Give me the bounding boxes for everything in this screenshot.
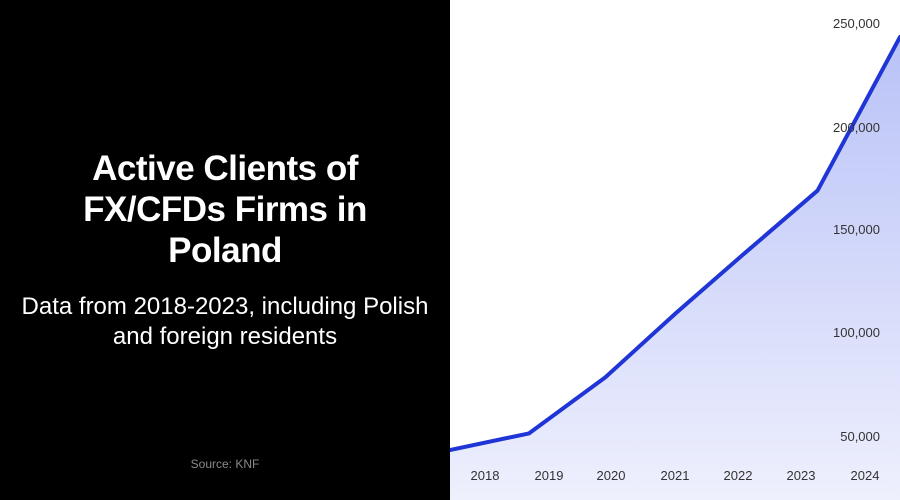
x-tick-label: 2020 bbox=[597, 468, 626, 483]
x-tick-label: 2021 bbox=[661, 468, 690, 483]
title-panel: Active Clients of FX/CFDs Firms in Polan… bbox=[0, 0, 450, 500]
y-tick-label: 150,000 bbox=[833, 222, 880, 237]
area-chart: 50,000 100,000 150,000 200,000 250,000 2018 20… bbox=[450, 16, 900, 500]
x-tick-label: 2018 bbox=[471, 468, 500, 483]
x-tick-label: 2024 bbox=[851, 468, 880, 483]
series-area bbox=[450, 37, 900, 500]
y-tick-label: 200,000 bbox=[833, 120, 880, 135]
y-tick-label: 100,000 bbox=[833, 325, 880, 340]
y-tick-label: 50,000 bbox=[840, 429, 880, 444]
series-line bbox=[450, 35, 900, 452]
x-tick-label: 2023 bbox=[787, 468, 816, 483]
chart-subtitle: Data from 2018-2023, including Polish an… bbox=[21, 293, 429, 350]
x-tick-label: 2022 bbox=[724, 468, 753, 483]
x-tick-label: 2019 bbox=[535, 468, 564, 483]
y-tick-label: 250,000 bbox=[833, 16, 880, 31]
chart-panel: 50,000 100,000 150,000 200,000 250,000 2018 20… bbox=[450, 0, 900, 500]
chart-title: Active Clients of FX/CFDs Firms in Polan… bbox=[83, 149, 367, 270]
source-note: Source: KNF bbox=[190, 457, 260, 471]
